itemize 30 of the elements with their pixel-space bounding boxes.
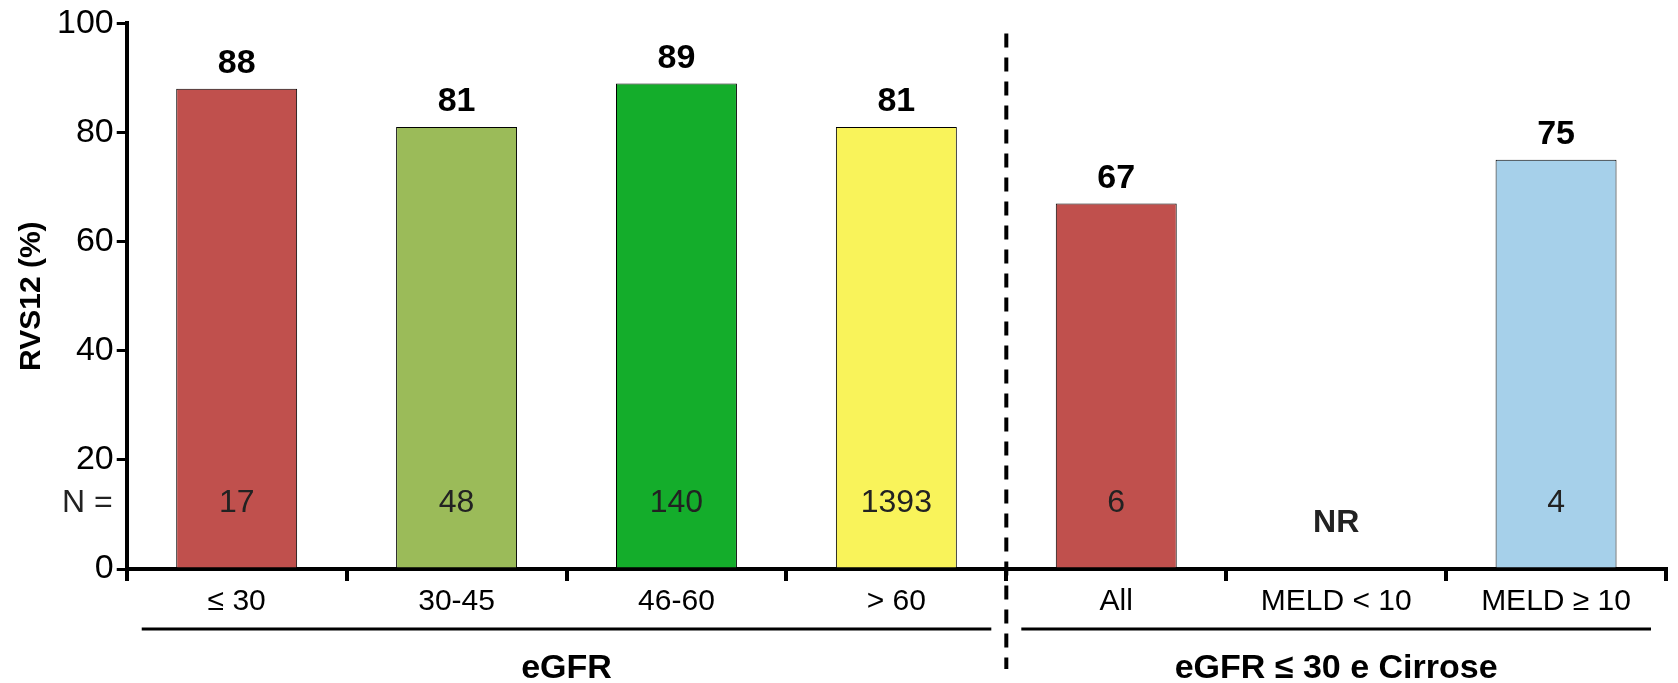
y-tick-label: 100 [56, 1, 114, 40]
annotation: NR [1313, 503, 1360, 540]
x-tick-label: > 60 [866, 583, 926, 617]
y-axis-title: RVS12 (%) [13, 221, 47, 371]
text: eGFR ≤ 30 e Cirrose [1174, 647, 1498, 683]
annotation: 6 [1107, 483, 1126, 520]
data-label: 88 [217, 42, 256, 81]
x-tick-label: MELD < 10 [1260, 583, 1412, 617]
data-label: 89 [657, 36, 696, 75]
y-tick-label: 20 [75, 438, 114, 477]
annotation: 140 [649, 483, 704, 520]
data-label: 75 [1537, 113, 1575, 152]
x-tick-label: All [1099, 583, 1133, 617]
x-tick-label: ≤ 30 [207, 583, 266, 617]
y-tick-label: 60 [75, 220, 114, 259]
annotation: 4 [1547, 483, 1565, 520]
y-tick-label: 80 [75, 110, 114, 149]
text: N = [62, 483, 113, 520]
x-tick-label: MELD ≥ 10 [1481, 583, 1631, 617]
data-label: 67 [1097, 156, 1136, 195]
x-tick-label: 30-45 [418, 583, 495, 617]
text: eGFR [521, 647, 612, 683]
data-label: 81 [877, 80, 916, 119]
annotation: 1393 [860, 483, 932, 520]
y-tick-label: 0 [94, 547, 114, 586]
data-label: 81 [437, 80, 476, 119]
annotation: 48 [438, 483, 475, 520]
x-tick-label: 46-60 [638, 583, 715, 617]
y-tick-label: 40 [75, 329, 114, 368]
annotation: 17 [218, 483, 255, 520]
